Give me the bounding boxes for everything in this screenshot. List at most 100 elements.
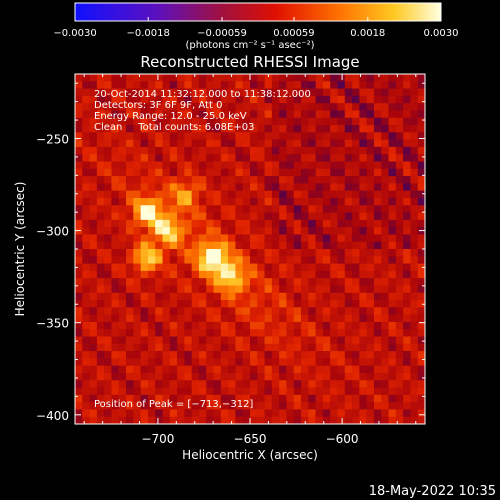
heatmap-cell xyxy=(228,139,236,148)
heatmap-cell xyxy=(395,402,404,410)
heatmap-cell xyxy=(352,321,360,330)
heatmap-cell xyxy=(257,168,265,177)
heatmap-cell xyxy=(381,387,389,396)
heatmap-cell xyxy=(359,161,367,170)
heatmap-cell xyxy=(330,103,338,111)
heatmap-cell xyxy=(250,351,258,359)
heatmap-cell xyxy=(417,402,425,410)
heatmap-cell xyxy=(111,416,120,424)
heatmap-cell xyxy=(279,154,287,162)
heatmap-cell xyxy=(286,205,295,213)
heatmap-cell xyxy=(82,110,90,119)
heatmap-cell xyxy=(337,285,346,294)
heatmap-cell xyxy=(169,387,178,396)
heatmap-cell xyxy=(388,263,397,272)
heatmap-cell xyxy=(330,190,338,199)
heatmap-cell xyxy=(373,256,382,264)
heatmap-cell xyxy=(403,74,411,82)
heatmap-cell xyxy=(373,146,382,155)
heatmap-cell xyxy=(118,292,127,301)
heatmap-cell xyxy=(242,146,251,155)
heatmap-cell xyxy=(344,183,353,191)
heatmap-cell xyxy=(293,161,302,170)
heatmap-cell xyxy=(169,241,178,250)
heatmap-cell xyxy=(264,307,273,315)
heatmap-cell xyxy=(235,307,244,315)
heatmap-cell xyxy=(206,372,214,381)
heatmap-cell xyxy=(264,110,273,119)
heatmap-cell xyxy=(140,380,149,388)
heatmap-cell xyxy=(271,314,280,323)
heatmap-cell xyxy=(410,256,419,264)
heatmap-cell xyxy=(82,103,90,111)
heatmap-cell xyxy=(220,249,229,257)
heatmap-cell xyxy=(417,278,425,286)
heatmap-cell xyxy=(228,387,236,396)
heatmap-cell xyxy=(388,329,397,337)
heatmap-cell xyxy=(140,197,149,206)
heatmap-cell xyxy=(177,88,185,97)
heatmap-cell xyxy=(337,358,346,366)
heatmap-cell xyxy=(250,132,258,140)
heatmap-cell xyxy=(75,154,83,162)
heatmap-cell xyxy=(169,212,178,221)
heatmap-cell xyxy=(155,205,163,213)
heatmap-cell xyxy=(315,110,324,119)
heatmap-cell xyxy=(279,146,287,155)
heatmap-cell xyxy=(330,365,338,374)
heatmap-cell xyxy=(228,292,236,301)
heatmap-cell xyxy=(293,132,302,140)
heatmap-cell xyxy=(293,416,302,424)
heatmap-cell xyxy=(264,176,273,184)
heatmap-cell xyxy=(235,278,244,286)
heatmap-cell xyxy=(257,176,265,184)
heatmap-cell xyxy=(301,300,309,308)
heatmap-cell xyxy=(315,409,324,418)
heatmap-cell xyxy=(162,161,171,170)
heatmap-cell xyxy=(373,168,382,177)
heatmap-cell xyxy=(330,380,338,388)
heatmap-cell xyxy=(147,154,156,162)
heatmap-cell xyxy=(96,372,105,381)
heatmap-cell xyxy=(279,256,287,264)
heatmap-cell xyxy=(111,394,120,403)
heatmap-cell xyxy=(213,263,222,272)
heatmap-cell xyxy=(96,314,105,323)
heatmap-cell xyxy=(89,270,98,279)
heatmap-cell xyxy=(403,270,411,279)
heatmap-cell xyxy=(191,416,200,424)
heatmap-cell xyxy=(373,365,382,374)
heatmap-cell xyxy=(330,234,338,243)
heatmap-cell xyxy=(89,285,98,294)
heatmap-cell xyxy=(373,103,382,111)
heatmap-cell xyxy=(315,132,324,140)
colorbar-tick-label: 0.0018 xyxy=(350,28,385,39)
heatmap-cell xyxy=(403,219,411,228)
heatmap-cell xyxy=(177,380,185,388)
heatmap-cell xyxy=(279,351,287,359)
heatmap-cell xyxy=(96,168,105,177)
heatmap-cell xyxy=(191,380,200,388)
heatmap-cell xyxy=(315,227,324,235)
heatmap-cell xyxy=(140,132,149,140)
heatmap-cell xyxy=(235,176,244,184)
heatmap-cell xyxy=(169,176,178,184)
heatmap-cell xyxy=(301,88,309,97)
heatmap-cell xyxy=(330,394,338,403)
heatmap-cell xyxy=(301,314,309,323)
heatmap-cell xyxy=(417,74,425,82)
heatmap-cell xyxy=(140,285,149,294)
heatmap-cell xyxy=(286,307,295,315)
heatmap-cell xyxy=(352,154,360,162)
heatmap-cell xyxy=(279,139,287,148)
heatmap-cell xyxy=(82,409,90,418)
heatmap-cell xyxy=(118,81,127,89)
heatmap-cell xyxy=(126,197,134,206)
heatmap-cell xyxy=(155,380,163,388)
heatmap-cell xyxy=(162,81,171,89)
heatmap-cell xyxy=(403,409,411,418)
heatmap-cell xyxy=(388,409,397,418)
heatmap-cell xyxy=(308,88,316,97)
heatmap-cell xyxy=(337,74,346,82)
heatmap-cell xyxy=(220,88,229,97)
